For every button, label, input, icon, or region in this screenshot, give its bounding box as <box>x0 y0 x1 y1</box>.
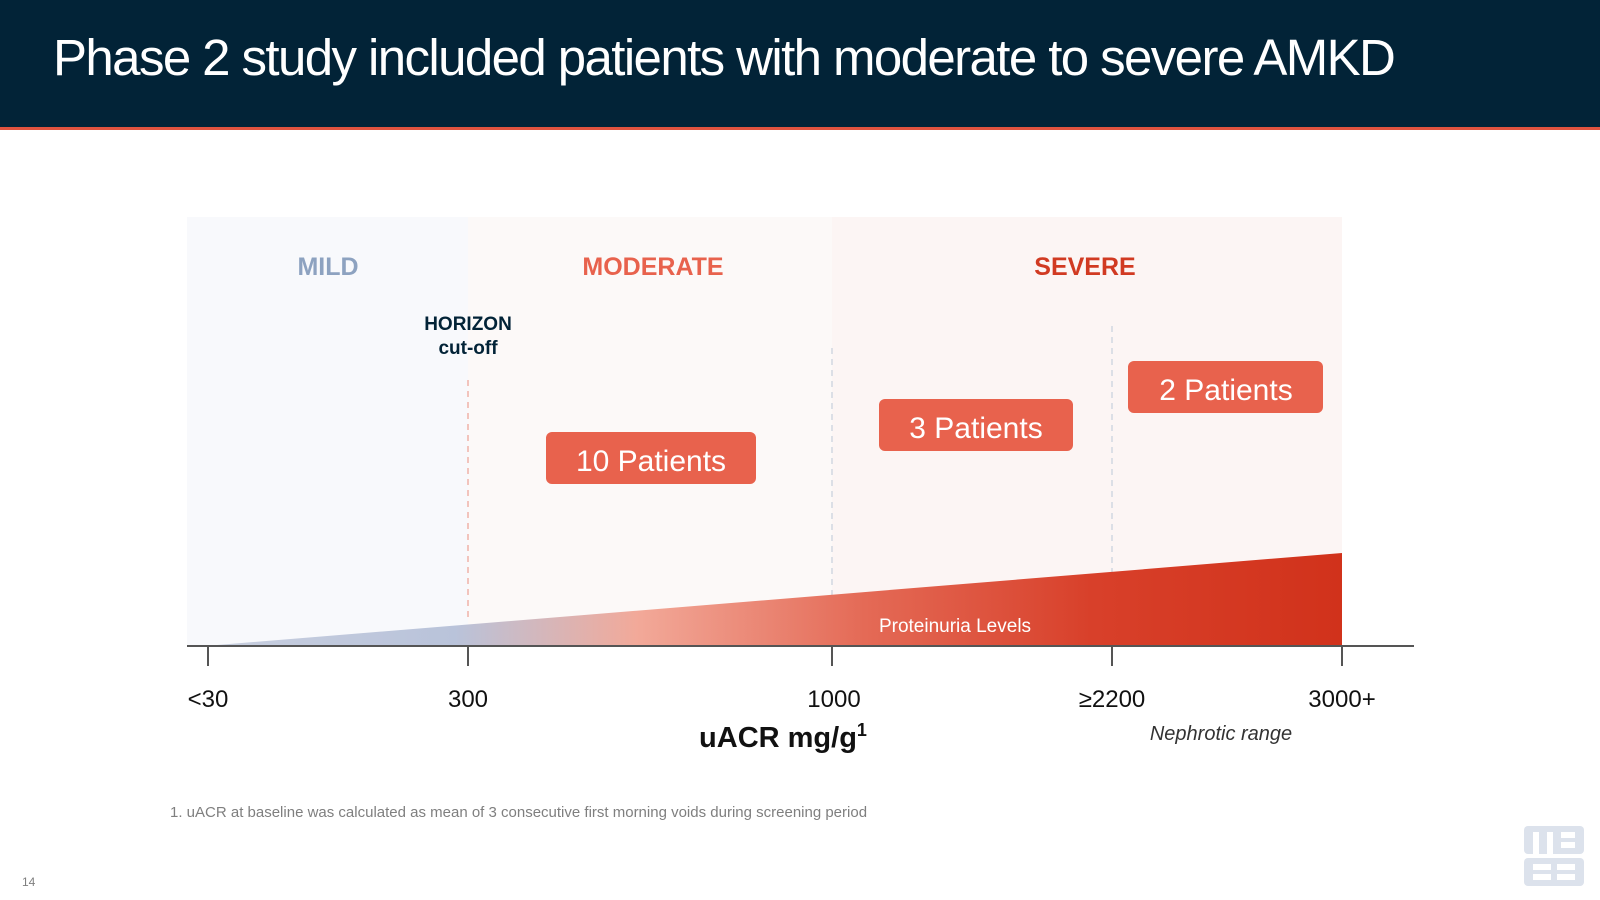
moderate-label: MODERATE <box>582 253 723 281</box>
cutoff-label-line1: HORIZON <box>424 314 512 335</box>
patients-label-nephrotic: 2 Patients <box>1159 374 1292 407</box>
cutoff-label-line2: cut-off <box>438 338 498 359</box>
tick-label: 1000 <box>807 686 860 713</box>
axis-title: uACR mg/g1 <box>699 720 867 754</box>
company-logo-icon <box>1524 826 1584 886</box>
patients-box-severe: 3 Patients <box>879 399 1073 451</box>
patients-label-moderate: 10 Patients <box>576 445 726 478</box>
tick-label: 300 <box>448 686 488 713</box>
patients-label-severe: 3 Patients <box>909 412 1042 445</box>
tick-label: ≥2200 <box>1079 686 1146 713</box>
patients-box-moderate: 10 Patients <box>546 432 756 484</box>
x-axis-ticks <box>207 646 1343 666</box>
tick-label: 3000+ <box>1308 686 1375 713</box>
mild-region <box>187 217 468 645</box>
page-number: 14 <box>22 875 36 889</box>
patients-box-nephrotic: 2 Patients <box>1128 361 1323 413</box>
severe-label: SEVERE <box>1034 253 1135 281</box>
title-bar: Phase 2 study included patients with mod… <box>0 0 1600 130</box>
axis-title-superscript: 1 <box>857 720 867 740</box>
axis-title-main: uACR mg/g <box>699 722 857 754</box>
footnote: 1. uACR at baseline was calculated as me… <box>170 804 868 821</box>
proteinuria-wedge <box>205 553 1342 646</box>
proteinuria-label: Proteinuria Levels <box>879 616 1031 637</box>
nephrotic-range-label: Nephrotic range <box>1150 723 1292 745</box>
slide-title: Phase 2 study included patients with mod… <box>53 29 1396 86</box>
mild-label: MILD <box>297 253 358 281</box>
moderate-region <box>468 217 832 645</box>
tick-label: <30 <box>188 686 229 713</box>
